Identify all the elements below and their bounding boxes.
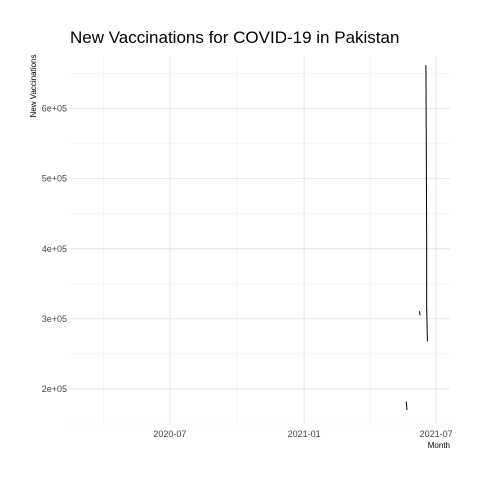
y-tick-label: 2e+05 [42,384,67,394]
y-tick-label: 4e+05 [42,244,67,254]
x-tick-label: 2021-01 [288,429,321,439]
y-tick-label: 5e+05 [42,174,67,184]
y-tick-label: 3e+05 [42,314,67,324]
x-ticks: 2020-07 2021-01 2021-07 [153,429,452,439]
chart-title: New Vaccinations for COVID-19 in Pakista… [70,28,399,47]
y-axis-label: New Vaccinations [29,55,38,118]
series-layer [405,65,428,411]
series-line [405,65,428,411]
x-axis-label: Month [428,441,450,450]
y-ticks: 2e+05 3e+05 4e+05 5e+05 6e+05 [42,104,67,394]
x-tick-label: 2021-07 [420,429,453,439]
y-tick-label: 6e+05 [42,104,67,114]
x-tick-label: 2020-07 [153,429,186,439]
grid [70,56,450,425]
